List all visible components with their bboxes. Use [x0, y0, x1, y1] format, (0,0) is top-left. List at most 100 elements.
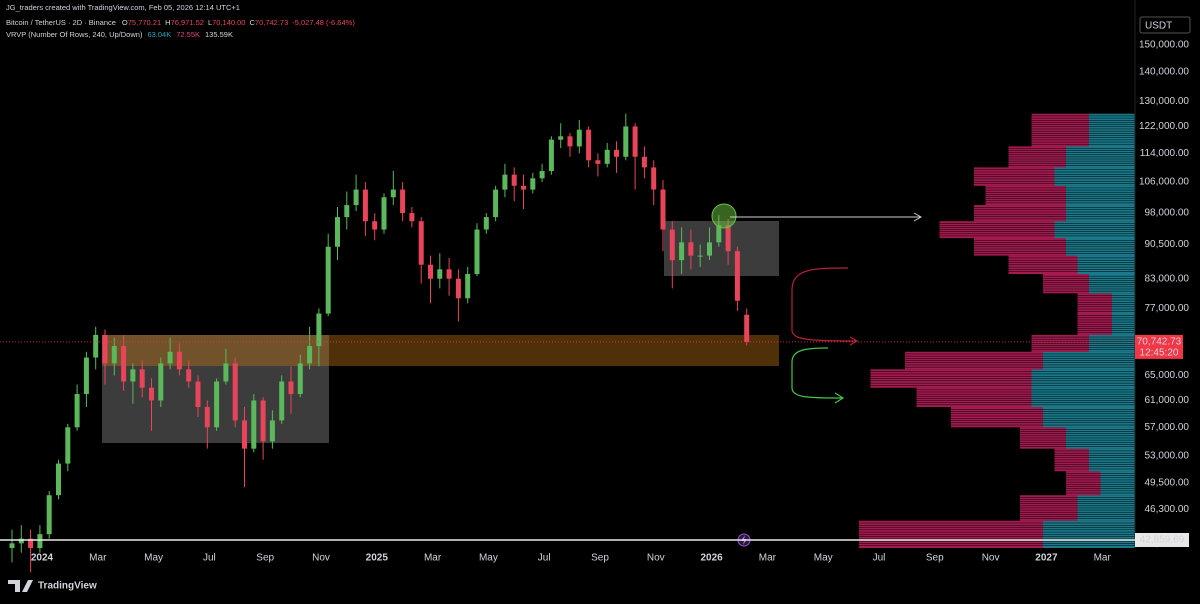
candle-body	[651, 167, 657, 190]
profile-down	[974, 205, 1066, 222]
arrow	[730, 212, 923, 222]
x-tick-label: Mar	[89, 553, 107, 564]
candle-body	[455, 278, 461, 299]
x-tick-label: 2025	[366, 553, 389, 564]
candle-body	[335, 217, 340, 247]
y-tick-label: 122,000.00	[1139, 121, 1189, 132]
candle-body	[390, 189, 396, 198]
candle-body	[223, 363, 229, 382]
candle-body	[260, 400, 266, 442]
y-tick-label: 65,000.00	[1145, 370, 1190, 381]
y-tick-label: 49,500.00	[1145, 478, 1190, 489]
ohlc-value: 70,742.73	[255, 18, 288, 27]
profile-down	[1066, 471, 1101, 496]
x-tick-label: Sep	[926, 553, 944, 564]
candle-body	[316, 313, 322, 347]
candle-body	[372, 221, 378, 230]
candles	[9, 113, 750, 573]
candle-body	[186, 369, 192, 382]
x-tick-label: Jul	[203, 553, 216, 564]
profile-up	[1031, 387, 1135, 408]
candle-body	[139, 369, 145, 388]
x-tick-label: Jul	[873, 553, 886, 564]
ohlc-key: C	[249, 18, 255, 27]
candle-body	[204, 407, 210, 428]
x-tick-label: 2024	[31, 553, 54, 564]
candle-body	[744, 314, 750, 342]
candle-body	[623, 126, 629, 157]
y-tick-label: 83,000.00	[1145, 273, 1190, 284]
candle-body	[418, 221, 424, 265]
ohlc-key: L	[208, 18, 212, 27]
candle-body	[214, 381, 220, 428]
profile-down	[951, 407, 1043, 428]
ohlc-value: 76,971.52	[171, 18, 204, 27]
x-tick-label: 2026	[700, 553, 723, 564]
x-tick-label: Mar	[424, 553, 442, 564]
x-tick-label: May	[144, 553, 163, 564]
candle-body	[307, 346, 313, 364]
profile-up	[1089, 113, 1135, 147]
ohlc-key: H	[165, 18, 170, 27]
profile-up	[1043, 407, 1135, 428]
y-tick-label: 77,000.00	[1145, 303, 1190, 314]
profile-up	[1089, 274, 1135, 294]
candle-body	[539, 171, 545, 179]
candle-body	[176, 351, 182, 370]
candle-body	[279, 381, 285, 421]
x-tick-label: Sep	[256, 553, 274, 564]
symbol: Bitcoin / TetherUS · 2D · Binance	[6, 18, 116, 27]
candle-body	[344, 205, 350, 218]
candle-body	[167, 351, 173, 364]
candle-body	[567, 136, 573, 147]
profile-up	[1100, 471, 1135, 496]
candle-body	[409, 213, 415, 222]
candle-body	[614, 149, 619, 157]
x-tick-label: May	[479, 553, 498, 564]
volume-profile	[859, 113, 1135, 548]
x-tick-label: Nov	[647, 553, 665, 564]
candle-body	[37, 534, 43, 548]
ohlc-value: 75,770.21	[128, 18, 161, 27]
bracket-arrow	[791, 267, 859, 346]
candle-body	[381, 197, 387, 230]
profile-down	[1043, 274, 1089, 294]
candle-body	[558, 136, 564, 140]
candle-body	[362, 189, 368, 222]
candle-body	[158, 363, 164, 401]
ohlc-value: 70,140.00	[212, 18, 245, 27]
y-tick-label: 57,000.00	[1145, 422, 1190, 433]
candle-body	[102, 334, 108, 364]
candle-body	[576, 129, 582, 147]
candle-body	[353, 189, 359, 206]
x-tick-label: Nov	[982, 553, 1000, 564]
x-tick-label: May	[814, 553, 833, 564]
candle-body	[660, 189, 666, 230]
y-tick-label: 46,300.00	[1145, 504, 1190, 515]
change: -5,027.48 (-6.64%)	[292, 18, 355, 27]
y-tick-label: 140,000.00	[1139, 67, 1189, 78]
x-tick-label: Jul	[538, 553, 551, 564]
h-line-label: 42,859.69	[1140, 535, 1185, 546]
candle-body	[604, 149, 610, 164]
candle-body	[65, 427, 71, 464]
candle-body	[716, 225, 722, 243]
h-line-label-box	[1135, 532, 1189, 547]
x-tick-label: Nov	[312, 553, 330, 564]
candle-body	[288, 381, 294, 395]
candle-body	[18, 538, 24, 544]
profile-down	[1031, 113, 1089, 147]
brand: TradingView	[38, 581, 97, 592]
indicator-value: 135.59K	[205, 30, 233, 39]
candle-body	[400, 189, 406, 214]
candle-body	[269, 420, 275, 442]
logo-mark	[8, 580, 33, 592]
credit: JG_traders created with TradingView.com,…	[6, 3, 240, 12]
candle-body	[149, 387, 154, 401]
brand-logo: TradingView	[8, 580, 97, 592]
price-label-box	[1135, 334, 1183, 359]
x-tick-label: Mar	[1094, 553, 1112, 564]
candle-body	[511, 174, 517, 186]
y-tick-label: 90,500.00	[1145, 239, 1190, 250]
